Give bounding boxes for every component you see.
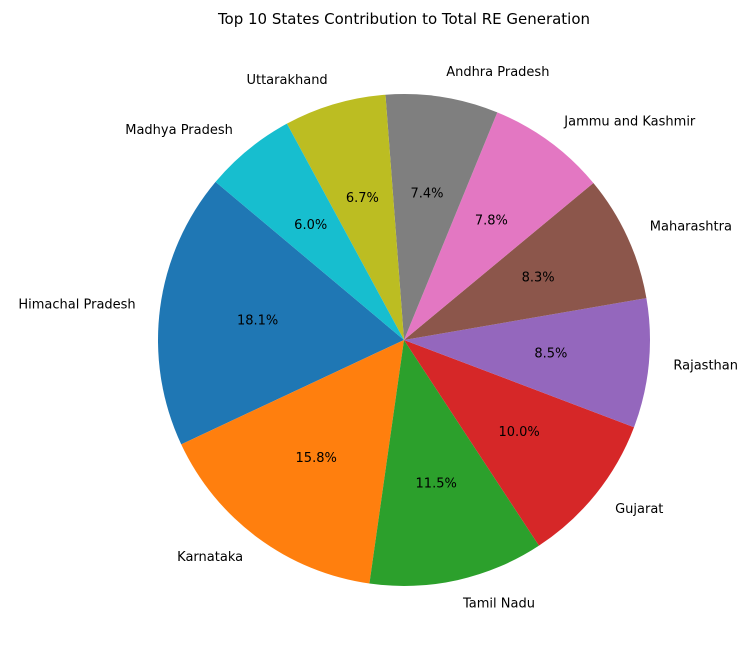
slice-label-karnataka: Karnataka bbox=[177, 550, 243, 565]
slice-percent-tamil-nadu: 11.5% bbox=[416, 477, 457, 492]
pie-slice-rajasthan bbox=[404, 298, 650, 428]
slice-label-uttarakhand: Uttarakhand bbox=[246, 73, 327, 88]
pie-slice-tamil-nadu bbox=[369, 340, 539, 587]
slice-percent-andhra-pradesh: 7.4% bbox=[410, 187, 443, 202]
slice-percent-madhya-pradesh: 6.0% bbox=[294, 218, 327, 233]
slice-percent-rajasthan: 8.5% bbox=[534, 347, 567, 362]
pie-slice-karnataka bbox=[181, 340, 404, 584]
slice-percent-maharashtra: 8.3% bbox=[522, 271, 555, 286]
pie-slice-uttarakhand bbox=[286, 94, 404, 340]
pie-slice-himachal-pradesh bbox=[157, 181, 404, 445]
slice-label-himachal-pradesh: Himachal Pradesh bbox=[18, 297, 135, 312]
slice-label-gujarat: Gujarat bbox=[615, 502, 663, 517]
pie-slice-jammu-and-kashmir bbox=[404, 112, 594, 340]
slice-label-rajasthan: Rajasthan bbox=[673, 358, 738, 373]
slice-label-maharashtra: Maharashtra bbox=[650, 219, 732, 234]
slice-label-madhya-pradesh: Madhya Pradesh bbox=[125, 123, 233, 138]
pie-slice-maharashtra bbox=[404, 182, 647, 340]
slice-percent-uttarakhand: 6.7% bbox=[346, 191, 379, 206]
slice-label-andhra-pradesh: Andhra Pradesh bbox=[446, 65, 549, 80]
slice-percent-jammu-and-kashmir: 7.8% bbox=[475, 214, 508, 229]
pie-slice-gujarat bbox=[404, 340, 635, 546]
pie-labels: Himachal Pradesh 18.1% Karnataka 15.8% Tamil… bbox=[18, 65, 738, 611]
slice-label-jammu-and-kashmir: Jammu and Kashmir bbox=[563, 115, 696, 130]
slice-percent-karnataka: 15.8% bbox=[296, 451, 337, 466]
pie-slice-andhra-pradesh bbox=[385, 93, 498, 340]
slice-percent-himachal-pradesh: 18.1% bbox=[237, 313, 278, 328]
slice-percent-gujarat: 10.0% bbox=[498, 425, 539, 440]
pie-slice-madhya-pradesh bbox=[215, 123, 404, 341]
slice-label-tamil-nadu: Tamil Nadu bbox=[462, 597, 535, 612]
pie-slices bbox=[157, 93, 650, 587]
chart-title: Top 10 States Contribution to Total RE G… bbox=[217, 10, 590, 28]
